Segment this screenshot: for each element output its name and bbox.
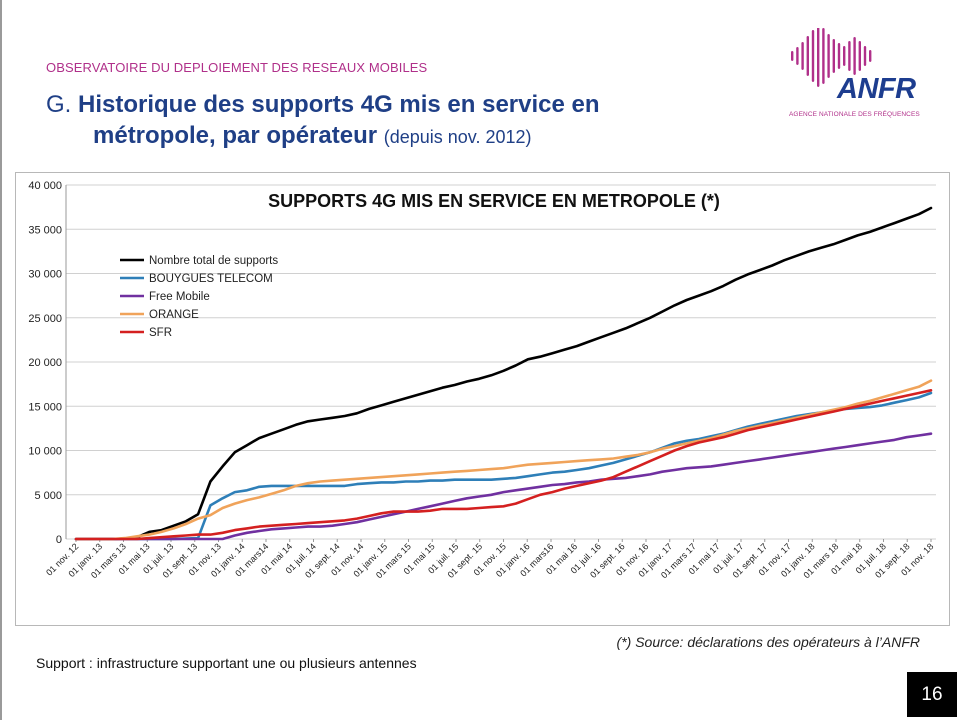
y-tick-label: 15 000: [28, 401, 62, 413]
logo-wave-bar: [801, 42, 804, 70]
y-tick-label: 25 000: [28, 313, 62, 325]
source-note: (*) Source: déclarations des opérateurs …: [616, 634, 920, 650]
title-prefix: G.: [46, 91, 72, 118]
logo-wave-bar: [858, 41, 861, 71]
y-tick-label: 5 000: [34, 490, 62, 502]
logo-tagline: AGENCE NATIONALE DES FRÉQUENCES: [789, 111, 920, 118]
line-chart: 0 5 000 10 000 15 000 20 000 25 000 30 000 35 0…: [28, 180, 936, 580]
logo-wave-bar: [796, 47, 799, 65]
logo-wave-bar: [869, 50, 872, 62]
title-line-2: métropole, par opérateur: [93, 122, 378, 149]
logo-name: ANFR: [837, 73, 916, 105]
legend-label: SFR: [149, 327, 172, 339]
page-number: 16: [907, 672, 957, 717]
chart-title: SUPPORTS 4G MIS EN SERVICE EN METROPOLE …: [268, 191, 720, 211]
logo-wave-bar: [827, 34, 830, 78]
logo-wave-bar: [822, 28, 825, 84]
y-tick-label: 35 000: [28, 224, 62, 236]
legend-label: Free Mobile: [149, 291, 210, 303]
y-tick-label: 30 000: [28, 269, 62, 281]
logo-wave-bar: [848, 41, 851, 71]
series-line: [74, 389, 933, 541]
legend-label: BOUYGUES TELECOM: [149, 273, 273, 285]
left-edge-rule: [0, 0, 2, 720]
series-line: [74, 379, 933, 541]
y-tick-label: 0: [56, 534, 62, 546]
logo-wave-bar: [843, 46, 846, 66]
logo-wave-bar: [791, 51, 794, 61]
series-line: [74, 432, 933, 541]
series-line: [74, 206, 933, 541]
chart-frame: 0 5 000 10 000 15 000 20 000 25 000 30 000 35 0…: [15, 172, 950, 626]
logo-wave-bar: [832, 39, 835, 73]
logo-wave-bar: [863, 46, 867, 66]
series-line: [74, 391, 933, 541]
legend-label: ORANGE: [149, 309, 199, 321]
logo-wave-bar: [806, 36, 809, 76]
anfr-wave-logo-icon: [791, 28, 872, 87]
y-tick-label: 10 000: [28, 446, 62, 458]
title-line-1: Historique des supports 4G mis en servic…: [78, 91, 600, 118]
logo-wave-bar: [837, 43, 841, 69]
logo-wave-bar: [817, 28, 820, 87]
logo-wave-bar: [811, 30, 815, 82]
title-subtitle: (depuis nov. 2012): [383, 127, 532, 147]
section-eyebrow: OBSERVATOIRE DU DEPLOIEMENT DES RESEAUX …: [46, 60, 428, 75]
y-tick-label: 40 000: [28, 180, 62, 192]
slide-title: G. Historique des supports 4G mis en ser…: [46, 89, 600, 153]
y-tick-label: 20 000: [28, 357, 62, 369]
logo-wave-bar: [853, 37, 856, 75]
legend-label: Nombre total de supports: [149, 255, 278, 267]
footnote: Support : infrastructure supportant une …: [36, 655, 417, 671]
